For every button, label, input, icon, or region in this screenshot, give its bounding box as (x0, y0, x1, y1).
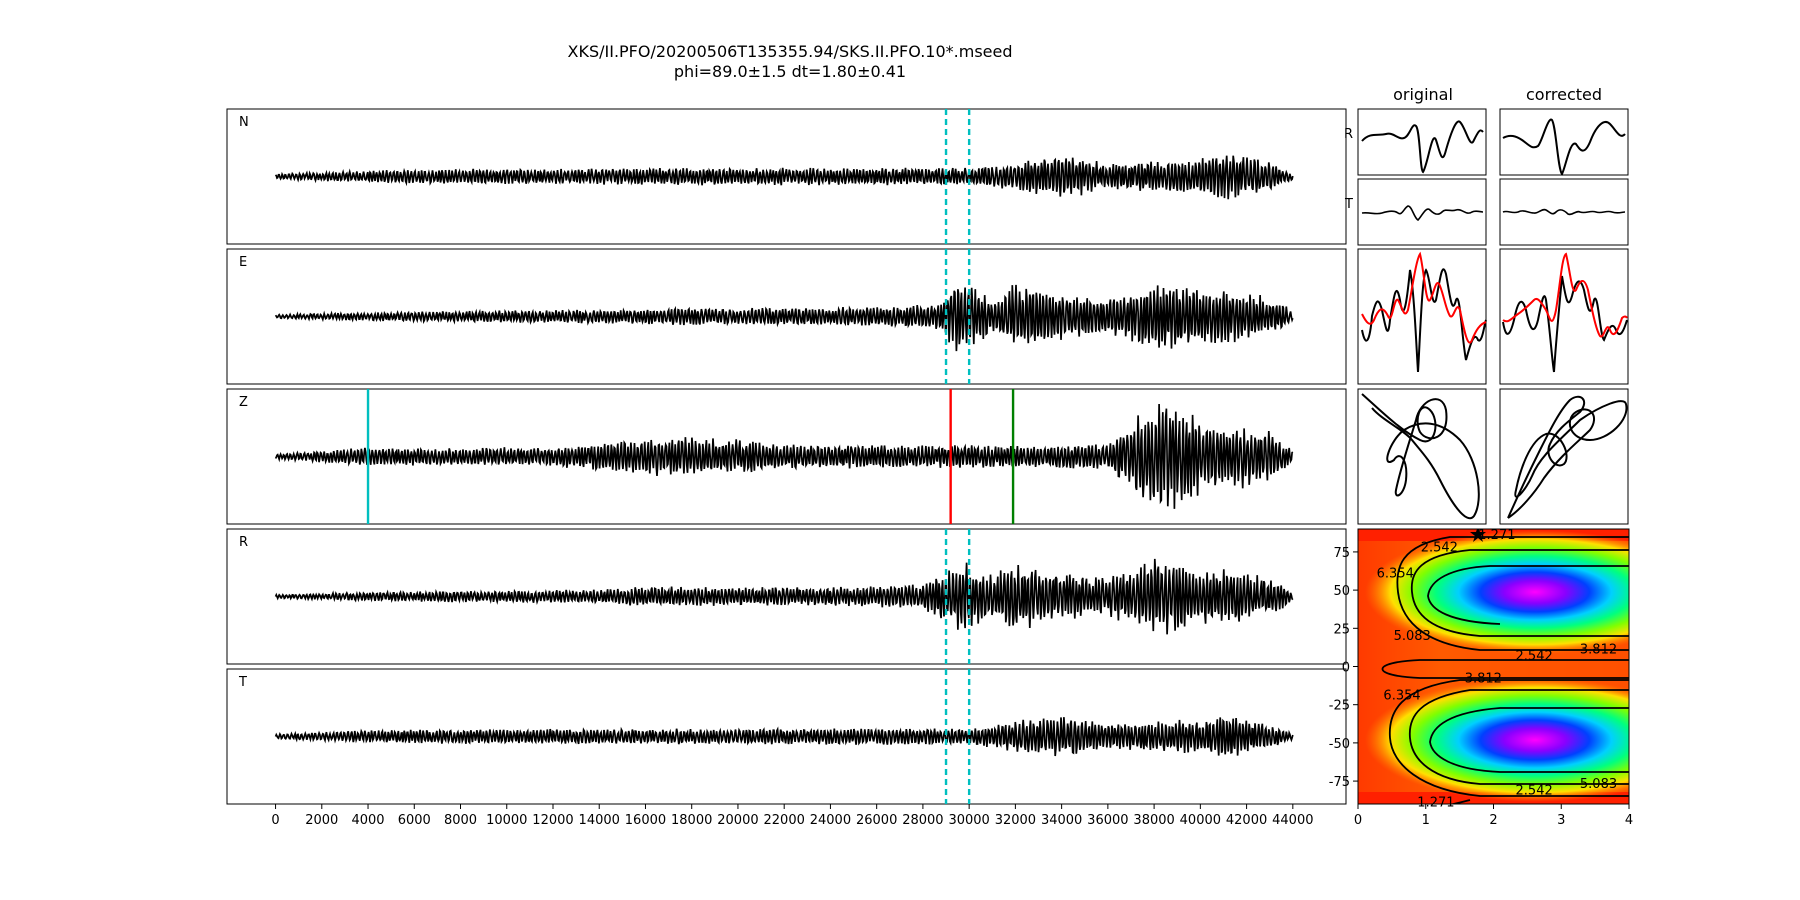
waveform-t-corrected (1502, 208, 1626, 216)
surface-y-tick-label: -75 (1329, 775, 1350, 790)
waveform-overlay-corrected-red (1502, 252, 1628, 338)
particle-motion-corrected (1507, 395, 1628, 519)
row-label-t: T (1344, 197, 1353, 212)
trace-x-axis: 0 2000 4000 6000 8000 10000 12000 14000 16000 180… (271, 804, 1314, 828)
x-tick-label: 12000 (532, 813, 573, 828)
waveform-overlay-original-red (1361, 251, 1487, 344)
trace-label-n: N (239, 115, 249, 130)
panel-corrected-t (1499, 178, 1629, 246)
column-title-original: original (1393, 85, 1453, 104)
trace-panel-frame (226, 668, 1347, 805)
surface-x-tick-label: 4 (1625, 813, 1633, 828)
trace-panel-n: N (226, 108, 1347, 245)
x-tick-label: 44000 (1272, 813, 1313, 828)
x-tick-label: 0 (271, 813, 279, 828)
panel-corrected-overlay (1499, 248, 1629, 385)
best-fit-star (1470, 529, 1486, 542)
error-surface-axes: 0 1 2 3 4 75 50 25 0 -25 -50 -75 (1329, 546, 1633, 828)
contour-label: 1.271 (1478, 528, 1515, 543)
contour-label: 3.812 (1580, 643, 1617, 658)
contour-label: 3.812 (1465, 672, 1502, 687)
x-tick-label: 32000 (995, 813, 1036, 828)
waveform-e (274, 284, 1294, 352)
trace-panel-frame (226, 108, 1347, 245)
x-tick-label: 24000 (810, 813, 851, 828)
waveform-r-original (1361, 120, 1484, 174)
trace-label-e: E (239, 255, 247, 270)
x-tick-label: 42000 (1226, 813, 1267, 828)
particle-motion-original (1361, 393, 1480, 520)
waveform-r-corrected (1502, 118, 1626, 176)
surface-y-tick-label: 50 (1333, 584, 1350, 599)
trace-label-z: Z (239, 395, 248, 410)
trace-panel-frame (226, 388, 1347, 525)
contour-label: 1.271 (1417, 795, 1454, 810)
waveform-t-original (1361, 205, 1484, 221)
contour-label: 2.542 (1516, 783, 1553, 798)
trace-label-r: R (239, 535, 248, 550)
x-tick-label: 28000 (902, 813, 943, 828)
surface-x-tick-label: 0 (1354, 813, 1362, 828)
x-tick-label: 30000 (948, 813, 989, 828)
trace-panel-z: Z (226, 388, 1347, 525)
panel-original-particle-motion (1357, 388, 1487, 525)
x-tick-label: 26000 (856, 813, 897, 828)
panel-original-t (1357, 178, 1487, 246)
x-tick-label: 8000 (444, 813, 477, 828)
row-label-r: R (1344, 127, 1353, 142)
trace-panel-e: E (226, 248, 1347, 385)
column-title-corrected: corrected (1526, 85, 1602, 104)
surface-x-tick-label: 3 (1557, 813, 1565, 828)
panel-corrected-particle-motion (1499, 388, 1629, 525)
panel-original-overlay (1357, 248, 1487, 385)
x-tick-label: 38000 (1133, 813, 1174, 828)
surface-y-tick-label: 75 (1333, 546, 1350, 561)
contour-label: 6.354 (1383, 689, 1420, 704)
x-tick-label: 34000 (1041, 813, 1082, 828)
surface-y-tick-label: -25 (1329, 699, 1350, 714)
trace-panel-frame (226, 528, 1347, 665)
contour-label: 6.354 (1377, 566, 1414, 581)
waveform-overlay-original-black (1361, 268, 1487, 373)
trace-panel-frame (226, 248, 1347, 385)
waveform-t (274, 717, 1294, 757)
contour-label: 2.542 (1516, 649, 1553, 664)
x-tick-label: 18000 (671, 813, 712, 828)
error-surface: 1.271 2.542 6.354 5.083 2.542 3.812 3.812 6.354… (1329, 528, 1633, 828)
panel-corrected-r (1499, 108, 1629, 176)
surface-y-tick-label: 25 (1333, 622, 1350, 637)
contour-label: 5.083 (1394, 629, 1431, 644)
waveform-z (274, 403, 1294, 509)
x-tick-label: 22000 (764, 813, 805, 828)
waveform-n (274, 155, 1294, 200)
contour-label: 5.083 (1580, 777, 1617, 792)
x-tick-label: 10000 (486, 813, 527, 828)
waveform-r (274, 558, 1294, 635)
seismogram-traces: N E Z R T (226, 108, 1347, 805)
surface-x-tick-label: 2 (1489, 813, 1497, 828)
surface-x-tick-label: 1 (1422, 813, 1430, 828)
x-tick-label: 14000 (579, 813, 620, 828)
surface-y-tick-label: 0 (1342, 661, 1350, 676)
x-tick-label: 20000 (717, 813, 758, 828)
x-tick-label: 36000 (1087, 813, 1128, 828)
trace-panel-r: R (226, 528, 1347, 665)
trace-label-t: T (238, 675, 247, 690)
figure-subtitle: phi=89.0±1.5 dt=1.80±0.41 (674, 62, 906, 81)
x-tick-label: 6000 (398, 813, 431, 828)
x-tick-label: 4000 (351, 813, 384, 828)
figure-title: XKS/II.PFO/20200506T135355.94/SKS.II.PFO… (568, 42, 1013, 61)
contour-label: 2.542 (1421, 540, 1458, 555)
comparison-panels: R T (1344, 108, 1629, 525)
contour-labels: 1.271 2.542 6.354 5.083 2.542 3.812 3.812 6.354… (1377, 528, 1617, 810)
trace-panel-t: T (226, 668, 1347, 805)
panel-original-r (1357, 108, 1487, 176)
x-tick-label: 16000 (625, 813, 666, 828)
x-tick-label: 2000 (305, 813, 338, 828)
surface-y-tick-label: -50 (1329, 737, 1350, 752)
x-tick-label: 40000 (1180, 813, 1221, 828)
waveform-overlay-corrected-black (1502, 275, 1628, 373)
